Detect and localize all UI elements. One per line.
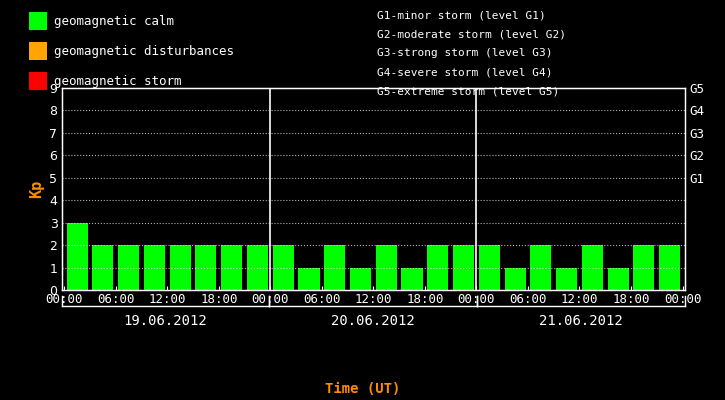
Text: geomagnetic calm: geomagnetic calm <box>54 14 175 28</box>
Bar <box>581 245 603 290</box>
Bar <box>221 245 242 290</box>
Bar <box>67 223 88 290</box>
Bar <box>299 268 320 290</box>
Bar <box>273 245 294 290</box>
Y-axis label: Kp: Kp <box>29 180 44 198</box>
Bar <box>144 245 165 290</box>
Text: 19.06.2012: 19.06.2012 <box>124 314 207 328</box>
Bar <box>402 268 423 290</box>
Bar <box>453 245 474 290</box>
Text: G1-minor storm (level G1): G1-minor storm (level G1) <box>377 10 546 20</box>
Bar <box>350 268 371 290</box>
Bar <box>92 245 113 290</box>
Bar <box>659 245 680 290</box>
Bar <box>118 245 139 290</box>
Text: G4-severe storm (level G4): G4-severe storm (level G4) <box>377 68 552 78</box>
Bar <box>478 245 500 290</box>
Text: G2-moderate storm (level G2): G2-moderate storm (level G2) <box>377 29 566 39</box>
Text: Time (UT): Time (UT) <box>325 382 400 396</box>
Text: 21.06.2012: 21.06.2012 <box>539 314 623 328</box>
Bar <box>505 268 526 290</box>
Text: G3-strong storm (level G3): G3-strong storm (level G3) <box>377 48 552 58</box>
Bar <box>324 245 345 290</box>
Text: 20.06.2012: 20.06.2012 <box>331 314 415 328</box>
Bar <box>530 245 552 290</box>
Text: G5-extreme storm (level G5): G5-extreme storm (level G5) <box>377 87 559 97</box>
Bar <box>556 268 577 290</box>
Bar <box>608 268 629 290</box>
Text: geomagnetic storm: geomagnetic storm <box>54 74 182 88</box>
Bar <box>376 245 397 290</box>
Bar <box>634 245 655 290</box>
Bar <box>195 245 217 290</box>
Bar <box>170 245 191 290</box>
Bar <box>247 245 268 290</box>
Bar <box>427 245 448 290</box>
Text: geomagnetic disturbances: geomagnetic disturbances <box>54 44 234 58</box>
